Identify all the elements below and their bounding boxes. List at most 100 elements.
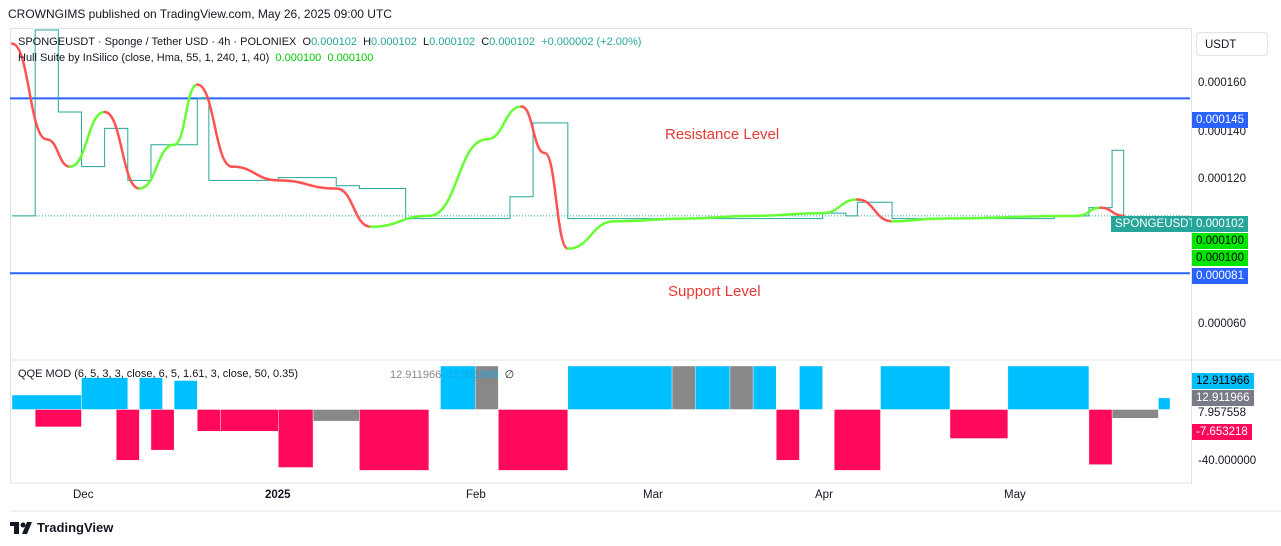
hull-segment <box>103 110 141 190</box>
hull-label: Hull Suite by InSilico (close, Hma, 55, … <box>18 52 270 64</box>
qqe-bar <box>949 409 1009 439</box>
close-label: C <box>481 36 490 48</box>
price-tick: 0.000160 <box>1198 77 1246 89</box>
qqe-bar <box>440 365 476 410</box>
hull-segment <box>45 138 72 168</box>
qqe-value-3: ∅ <box>504 369 515 381</box>
open-label: O <box>302 36 312 48</box>
qqe-bar <box>150 409 175 451</box>
change-value: +0.000002 (+2.00%) <box>541 36 642 48</box>
hull-price-badge-2: 0.000100 <box>1192 250 1248 266</box>
support-price-badge: 0.000081 <box>1192 268 1248 284</box>
qqe-bar <box>776 409 800 461</box>
qqe-bar <box>833 409 881 471</box>
symbol-legend[interactable]: SPONGEUSDT · Sponge / Tether USD · 4h · … <box>18 36 641 48</box>
qqe-value-1: 12.911966 <box>390 369 442 381</box>
price-tick: 0.000140 <box>1198 126 1246 138</box>
hull-segment <box>566 220 616 250</box>
tradingview-footer[interactable]: TradingView <box>10 520 113 535</box>
qqe-bar <box>81 377 129 410</box>
time-label: 2025 <box>265 489 291 501</box>
qqe-bar <box>359 409 430 471</box>
qqe-bar <box>116 409 140 461</box>
hull-segment <box>68 110 106 168</box>
resistance-price-badge: 0.000145 <box>1192 112 1248 128</box>
hull-segment <box>612 217 685 223</box>
hull-segment <box>821 198 859 215</box>
qqe-bar <box>567 365 673 410</box>
symbol-name-badge: SPONGEUSDT <box>1111 216 1200 232</box>
qqe-bar <box>173 380 198 410</box>
hull-segment <box>196 83 234 168</box>
time-label: Apr <box>815 489 833 501</box>
open-value: 0.000102 <box>311 36 357 48</box>
qqe-bar <box>880 365 951 410</box>
currency-selector[interactable]: USDT <box>1196 32 1268 56</box>
hull-segment <box>334 187 373 229</box>
qqe-bar <box>475 365 499 410</box>
qqe-axis-badge-3: -7.653218 <box>1192 424 1252 440</box>
qqe-axis-badge-1: 12.911966 <box>1192 373 1254 389</box>
qqe-bar <box>278 409 314 468</box>
qqe-bar <box>752 365 777 410</box>
time-label: May <box>1004 489 1026 501</box>
hull-segment <box>230 165 280 182</box>
hull-segment <box>937 214 1079 220</box>
tradingview-logo-icon <box>10 521 32 534</box>
hull-legend[interactable]: Hull Suite by InSilico (close, Hma, 55, … <box>18 52 373 64</box>
published-header: CROWNGIMS published on TradingView.com, … <box>8 7 392 21</box>
qqe-bar <box>197 409 221 432</box>
last-price-badge: 0.000102 <box>1192 216 1248 232</box>
qqe-bar <box>695 365 731 410</box>
hull-value-1: 0.000100 <box>275 52 322 64</box>
low-label: L <box>423 36 430 48</box>
hull-value-2: 0.000100 <box>327 52 374 64</box>
time-label: Dec <box>73 489 94 501</box>
qqe-tick: 7.957558 <box>1198 407 1246 419</box>
qqe-axis-badge-2: 12.911966 <box>1192 390 1254 406</box>
qqe-tick: -40.000000 <box>1198 455 1257 467</box>
close-value: 0.000102 <box>489 36 536 48</box>
support-annotation: Support Level <box>668 283 761 300</box>
time-label: Mar <box>643 489 663 501</box>
hull-segment <box>1076 206 1102 218</box>
hull-segment <box>10 42 48 141</box>
qqe-bar <box>671 365 696 410</box>
time-label: Feb <box>466 489 486 501</box>
chart-frame[interactable] <box>10 28 1192 484</box>
qqe-bar <box>1007 365 1090 410</box>
hull-segment <box>277 179 338 190</box>
hull-segment <box>890 217 940 223</box>
currency-label: USDT <box>1205 39 1237 51</box>
brand-label: TradingView <box>37 520 114 535</box>
qqe-bar <box>799 365 823 410</box>
hull-segment <box>485 105 523 141</box>
qqe-legend[interactable]: QQE MOD (6, 5, 3, 3, close, 6, 5, 1.61, … <box>18 368 298 380</box>
qqe-bar <box>34 409 82 428</box>
hull-segment <box>1099 206 1125 218</box>
qqe-bar <box>11 394 82 410</box>
qqe-bar <box>139 377 163 410</box>
qqe-bar <box>1088 409 1113 465</box>
high-label: H <box>363 36 372 48</box>
price-tick: 0.000120 <box>1198 173 1246 185</box>
hull-segment <box>369 214 431 229</box>
qqe-bar <box>312 409 360 422</box>
qqe-bar <box>729 365 754 410</box>
symbol-title: SPONGEUSDT · Sponge / Tether USD · 4h · … <box>18 36 297 48</box>
high-value: 0.000102 <box>371 36 417 48</box>
resistance-annotation: Resistance Level <box>665 126 780 143</box>
low-value: 0.000102 <box>429 36 476 48</box>
hull-segment <box>138 143 176 190</box>
qqe-bar <box>498 409 569 471</box>
hull-segment <box>520 105 546 155</box>
qqe-label: QQE MOD (6, 5, 3, 3, close, 6, 5, 1.61, … <box>18 368 299 380</box>
price-tick: 0.000060 <box>1198 318 1246 330</box>
hull-segment <box>856 198 894 223</box>
qqe-bar <box>220 409 279 432</box>
hull-segment <box>682 214 755 220</box>
hull-segment <box>543 151 570 250</box>
hull-segment <box>427 138 489 218</box>
qqe-bar <box>1111 409 1159 419</box>
